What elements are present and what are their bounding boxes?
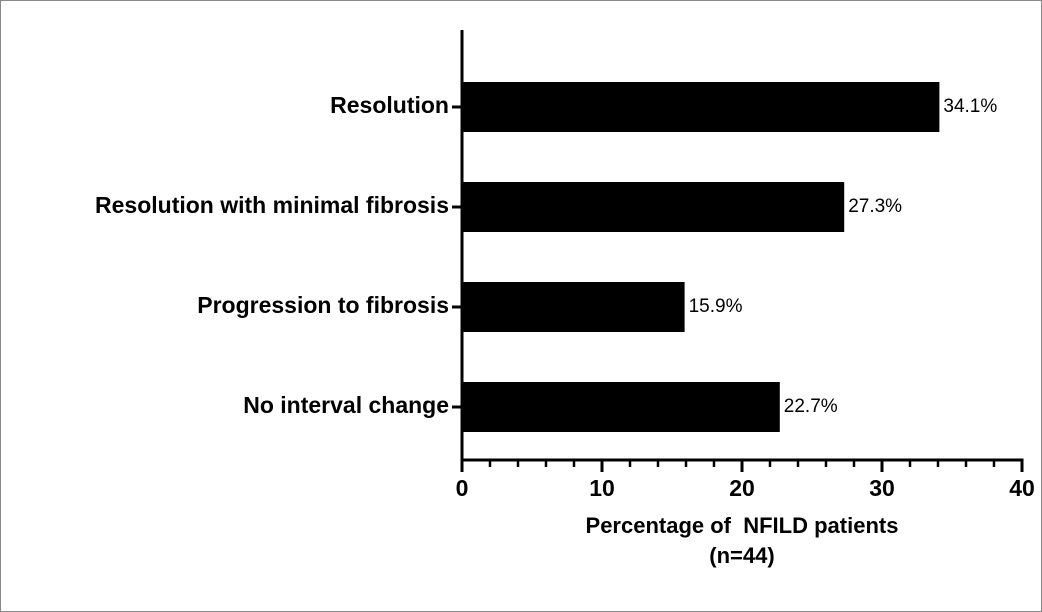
- data-label: 27.3%: [848, 196, 902, 217]
- y-tick-label: Resolution: [330, 92, 449, 118]
- y-tick-label: Progression to fibrosis: [197, 292, 449, 318]
- bar: [462, 82, 940, 132]
- data-label: 34.1%: [943, 96, 997, 117]
- data-label: 22.7%: [784, 396, 838, 417]
- x-tick-label: 10: [589, 475, 615, 501]
- x-tick-label: 40: [1009, 475, 1035, 501]
- y-tick-label: No interval change: [243, 392, 449, 418]
- bar: [462, 282, 685, 332]
- bar: [462, 382, 780, 432]
- bar: [462, 182, 845, 232]
- x-tick-label: 30: [869, 475, 895, 501]
- x-tick-label: 20: [729, 475, 755, 501]
- y-tick-label: Resolution with minimal fibrosis: [95, 192, 449, 218]
- data-label: 15.9%: [689, 296, 743, 317]
- x-axis-label: (n=44): [709, 543, 774, 568]
- x-axis-label: Percentage of NFILD patients: [586, 513, 899, 538]
- x-tick-label: 0: [456, 475, 469, 501]
